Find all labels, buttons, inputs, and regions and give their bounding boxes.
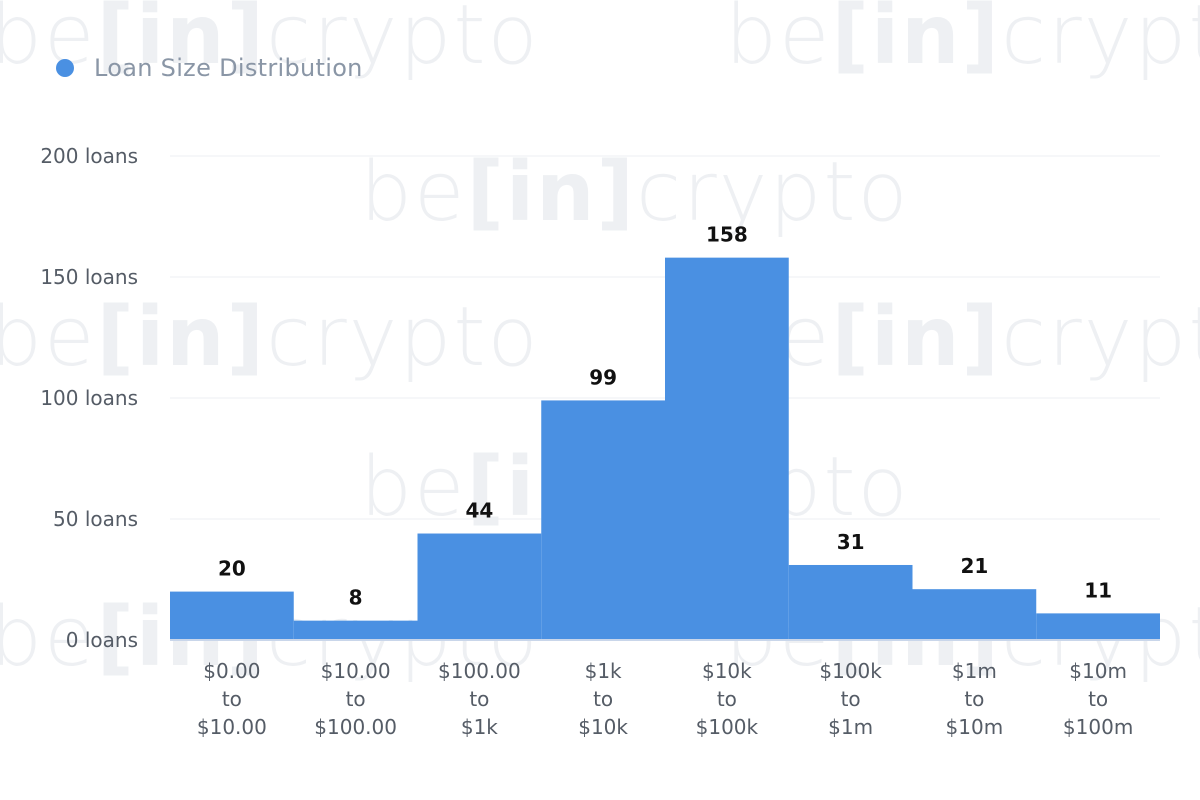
y-tick-label: 50 loans [53,507,138,531]
x-tick-label: $0.00 [203,659,260,683]
legend-label: Loan Size Distribution [94,54,363,82]
x-tick-label: to [717,687,737,711]
x-tick-label: $1k [461,715,498,739]
y-axis: 0 loans 50 loans 100 loans 150 loans 200 loa… [40,144,138,652]
x-tick-label: to [1088,687,1108,711]
x-tick-label: $10m [946,715,1004,739]
data-label: 31 [837,530,865,554]
x-tick-label: $10k [578,715,628,739]
x-tick-label: $100m [1063,715,1133,739]
data-labels: 20 8 44 99 158 31 21 11 [218,223,1112,610]
legend[interactable]: Loan Size Distribution [56,54,363,82]
y-tick-label: 100 loans [40,386,138,410]
x-tick-label: $100k [696,715,759,739]
bar[interactable] [788,564,913,640]
bar[interactable] [665,257,789,640]
x-tick-label: to [593,687,613,711]
x-tick-label: $1m [828,715,873,739]
y-tick-label: 150 loans [40,265,138,289]
x-tick-label: $100k [819,659,882,683]
legend-swatch-icon [56,59,74,77]
x-tick-label: $1m [952,659,997,683]
bar[interactable] [170,591,294,640]
data-label: 8 [349,586,363,610]
y-tick-label: 200 loans [40,144,138,168]
data-label: 44 [465,499,493,523]
x-tick-label: to [964,687,984,711]
x-tick-label: $10.00 [197,715,267,739]
x-tick-label: $1k [585,659,622,683]
x-tick-label: to [469,687,489,711]
x-tick-label: to [222,687,242,711]
bar[interactable] [293,620,418,640]
x-tick-label: to [346,687,366,711]
x-tick-label: $100.00 [438,659,521,683]
bars [170,257,1160,640]
data-label: 99 [589,365,617,389]
bar[interactable] [417,533,542,640]
x-tick-label: $10k [702,659,752,683]
x-tick-label: $10.00 [321,659,391,683]
bar[interactable] [912,589,1037,640]
data-label: 20 [218,557,246,581]
x-axis: $0.00 to $10.00 $10.00 to $100.00 $100.00 to $1k… [170,639,1160,739]
bar[interactable] [541,400,665,640]
x-tick-label: $100.00 [314,715,397,739]
y-tick-label: 0 loans [66,628,138,652]
data-label: 158 [706,223,748,247]
bar[interactable] [1036,613,1160,640]
x-tick-label: $10m [1069,659,1127,683]
data-label: 21 [960,554,988,578]
x-tick-label: to [841,687,861,711]
data-label: 11 [1084,578,1112,602]
